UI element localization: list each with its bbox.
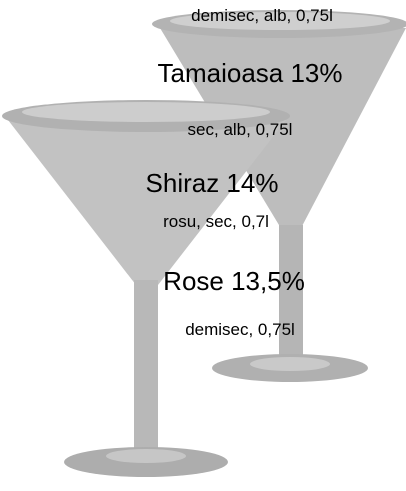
item-details: rosu, sec, 0,7l xyxy=(163,212,269,232)
item-details: demisec, 0,75l xyxy=(185,320,295,340)
menu-page: demisec, alb, 0,75l Tamaioasa 13% sec, a… xyxy=(0,0,406,491)
item-details: sec, alb, 0,75l xyxy=(188,120,293,140)
item-name: Tamaioasa 13% xyxy=(158,58,343,89)
item-name: Rose 13,5% xyxy=(163,266,305,297)
item-name: Shiraz 14% xyxy=(146,168,279,199)
item-details: demisec, alb, 0,75l xyxy=(191,6,333,26)
